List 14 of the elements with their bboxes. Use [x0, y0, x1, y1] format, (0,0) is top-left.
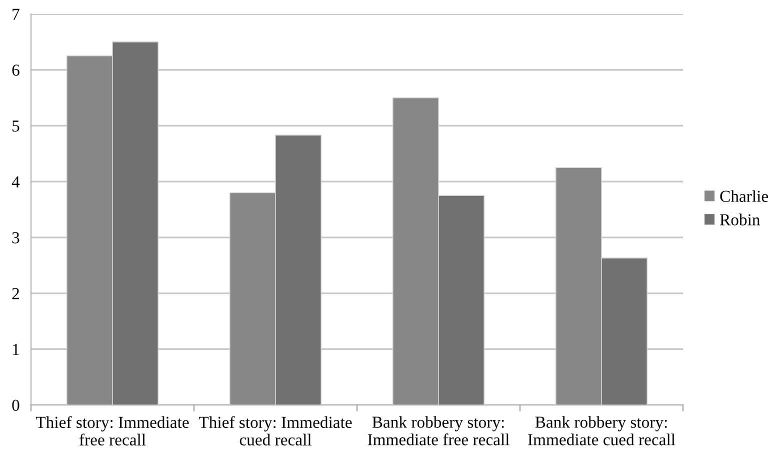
y-tick-label: 1 — [13, 344, 19, 355]
x-tick-label: Bank robbery story: Immediate free recall — [368, 416, 510, 446]
x-tick-label: Bank robbery story: Immediate cued recall — [528, 416, 676, 446]
legend-label: Robin — [720, 214, 760, 226]
x-tick-label: Thief story: Immediate free recall — [36, 416, 189, 446]
y-tick-label: 7 — [12, 8, 20, 20]
y-tick-label: 2 — [12, 288, 19, 300]
y-tick-label: 4 — [12, 176, 20, 188]
y-tick-label: 6 — [12, 64, 20, 76]
y-tick-label: 3 — [12, 232, 20, 244]
x-tick-label: Thief story: Immediate cued recall — [198, 416, 352, 446]
y-tick-label: 0 — [12, 400, 20, 411]
legend-label: Charlie — [720, 190, 768, 202]
y-tick-label: 5 — [12, 120, 20, 132]
